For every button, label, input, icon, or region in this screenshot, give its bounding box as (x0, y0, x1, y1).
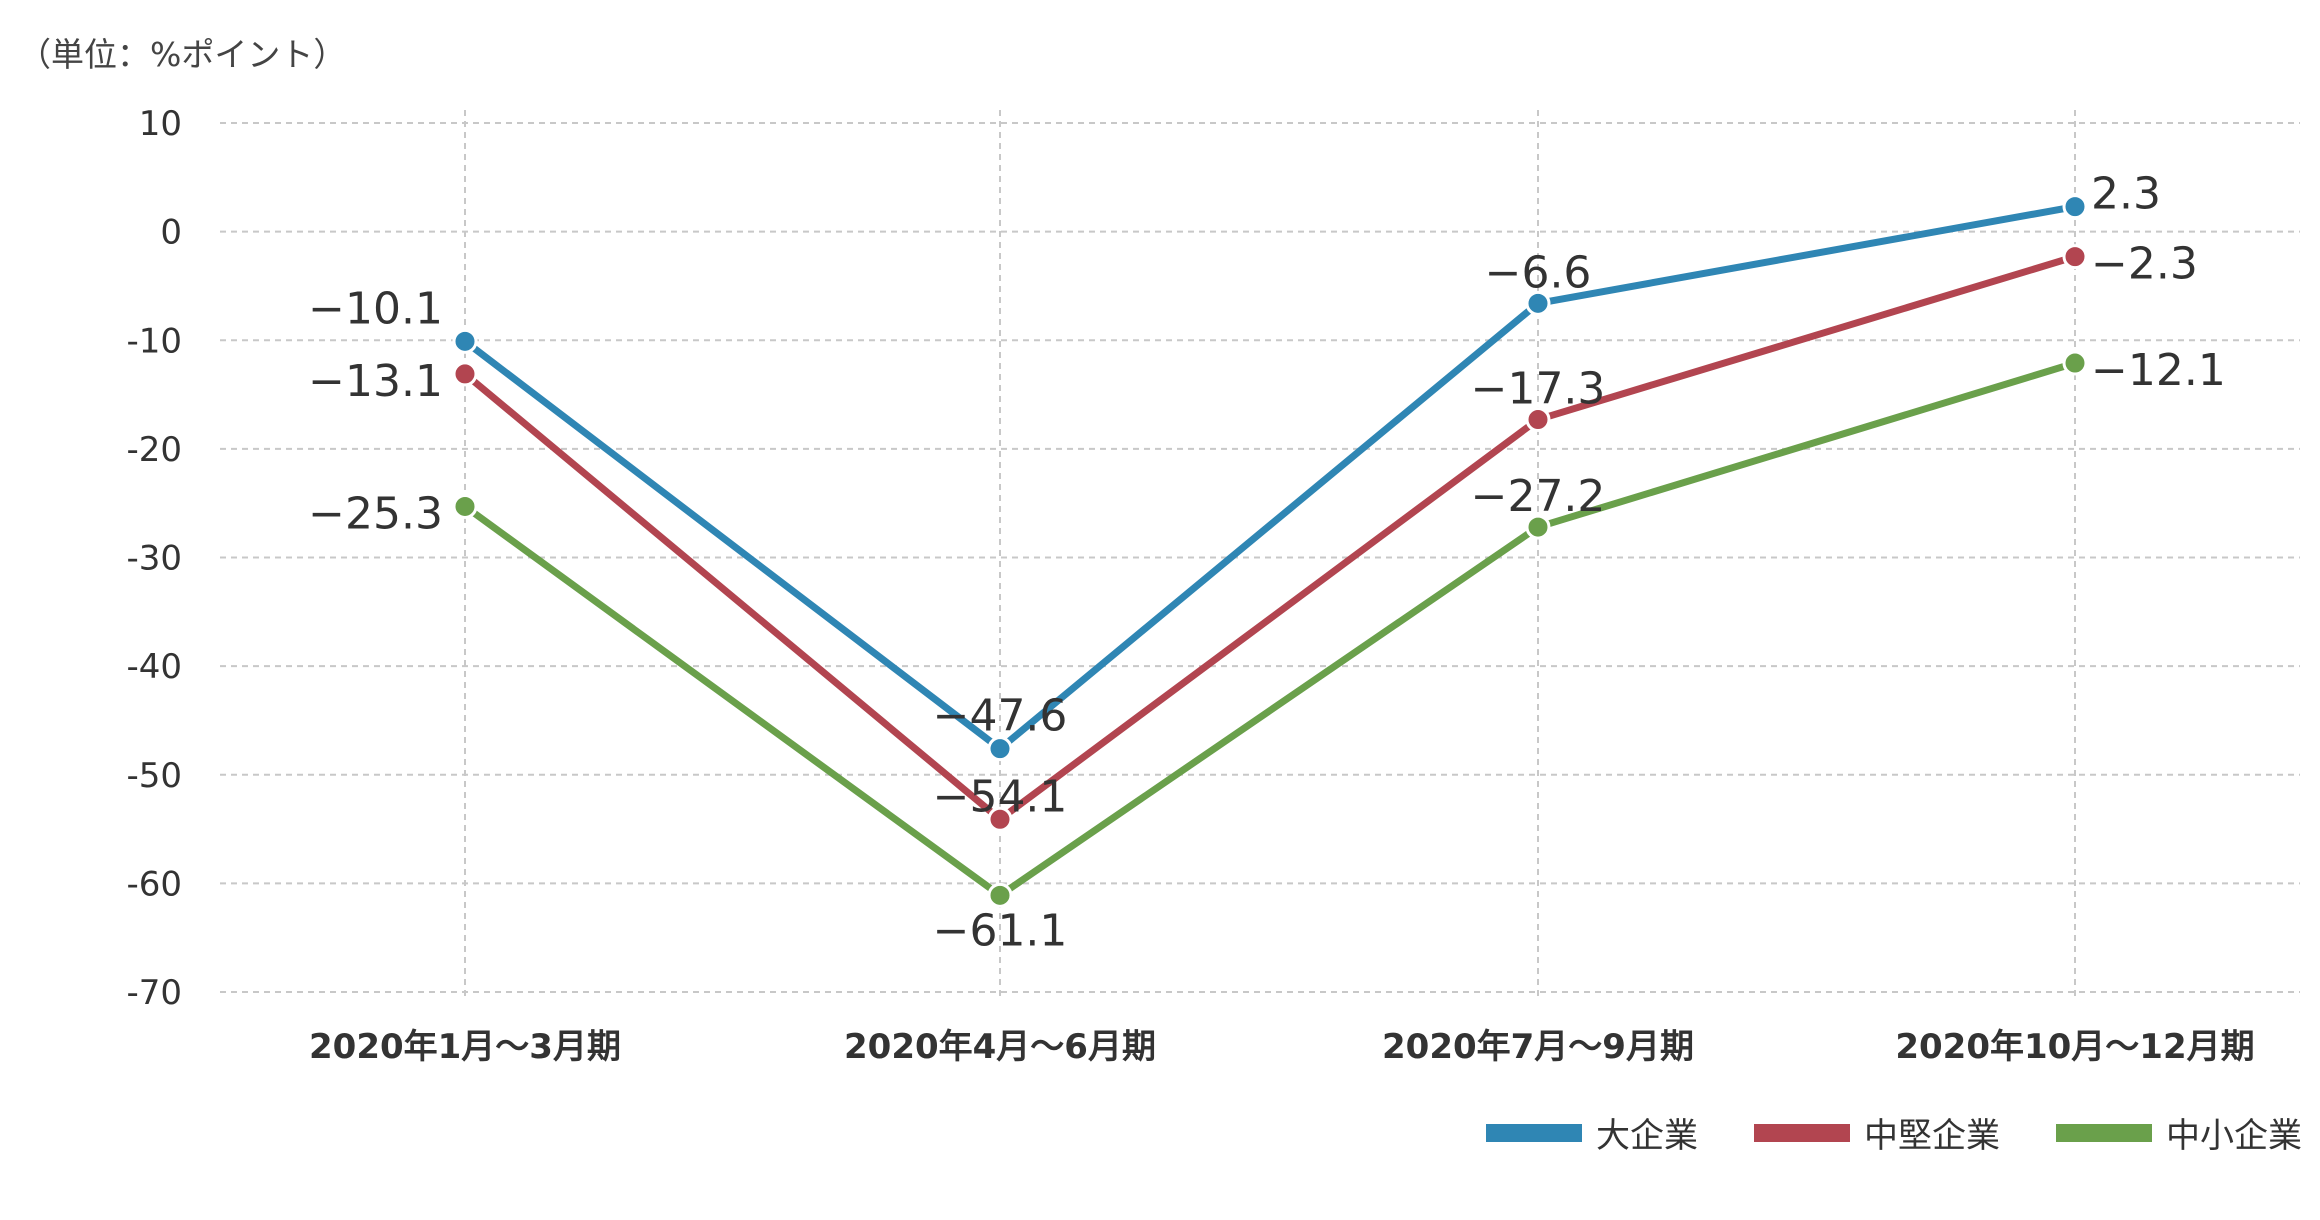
data-point-mid (452, 361, 478, 387)
data-point-mid (987, 806, 1013, 832)
grid-layer (220, 110, 2300, 1000)
legend-swatch-large (1486, 1123, 1582, 1142)
data-point-small (1525, 514, 1551, 540)
series-line-small (462, 359, 2077, 899)
legend-label-large: 大企業 (1596, 1116, 1698, 1156)
data-label-mid: −13.1 (308, 356, 443, 407)
series-line-large (462, 203, 2076, 753)
data-label-mid: −17.3 (1471, 364, 1606, 415)
data-point-mid (1525, 407, 1551, 433)
legend-swatch-mid (1754, 1123, 1850, 1142)
legend-item-small: 中小企業 (2056, 1108, 2302, 1157)
data-label-large: 2.3 (2091, 169, 2161, 220)
x-tick-label: 2020年1月〜3月期 (309, 1027, 621, 1067)
data-label-small: −61.1 (933, 905, 1068, 956)
data-label-mid: −54.1 (933, 771, 1068, 822)
y-tick-label: 0 (160, 213, 182, 253)
y-tick-label: -40 (126, 647, 182, 687)
data-point-small (987, 882, 1013, 908)
x-tick-label: 2020年4月〜6月期 (844, 1027, 1156, 1067)
data-point-small (452, 493, 478, 519)
x-tick-label: 2020年7月〜9月期 (1382, 1027, 1694, 1067)
legend-item-large: 大企業 (1486, 1108, 1698, 1157)
y-tick-label: -70 (126, 973, 182, 1013)
data-label-small: −27.2 (1471, 471, 1606, 522)
data-label-large: −10.1 (308, 283, 443, 334)
data-point-large (452, 328, 478, 354)
y-tick-label: -20 (126, 430, 182, 470)
line-layer (462, 203, 2077, 899)
series-line-mid (462, 253, 2077, 823)
data-label-small: −25.3 (308, 488, 443, 539)
y-tick-label: -30 (126, 539, 182, 579)
y-tick-label: -60 (126, 864, 182, 904)
point-layer (452, 194, 2088, 908)
unit-label: （単位：%ポイント） (18, 35, 347, 74)
legend-swatch-small (2056, 1123, 2152, 1142)
data-label-large: −6.6 (1485, 247, 1592, 298)
data-label-large: −47.6 (933, 691, 1068, 742)
data-point-large (987, 736, 1013, 762)
legend: 大企業 中堅企業 中小企業 (1486, 1108, 2302, 1157)
y-tick-label: -50 (126, 756, 182, 796)
data-point-large (2062, 194, 2088, 220)
legend-label-mid: 中堅企業 (1864, 1116, 2000, 1156)
data-point-small (2062, 350, 2088, 376)
data-label-small: −12.1 (2091, 345, 2226, 396)
data-point-large (1525, 290, 1551, 316)
y-tick-label: 10 (139, 104, 182, 144)
tick-layer: 10 0 -10 -20 -30 -40 -50 -60 -70 2020年1月〜3月期 2020年… (126, 104, 2254, 1067)
data-point-mid (2062, 244, 2088, 270)
label-layer: −10.1 −47.6 −6.6 2.3 −13.1 −54.1 −17.3 −2.3 −25.… (308, 169, 2226, 957)
data-label-mid: −2.3 (2091, 239, 2198, 290)
x-tick-label: 2020年10月〜12月期 (1895, 1027, 2254, 1067)
y-tick-label: -10 (126, 321, 182, 361)
legend-item-mid: 中堅企業 (1754, 1108, 2000, 1157)
legend-label-small: 中小企業 (2166, 1116, 2302, 1156)
